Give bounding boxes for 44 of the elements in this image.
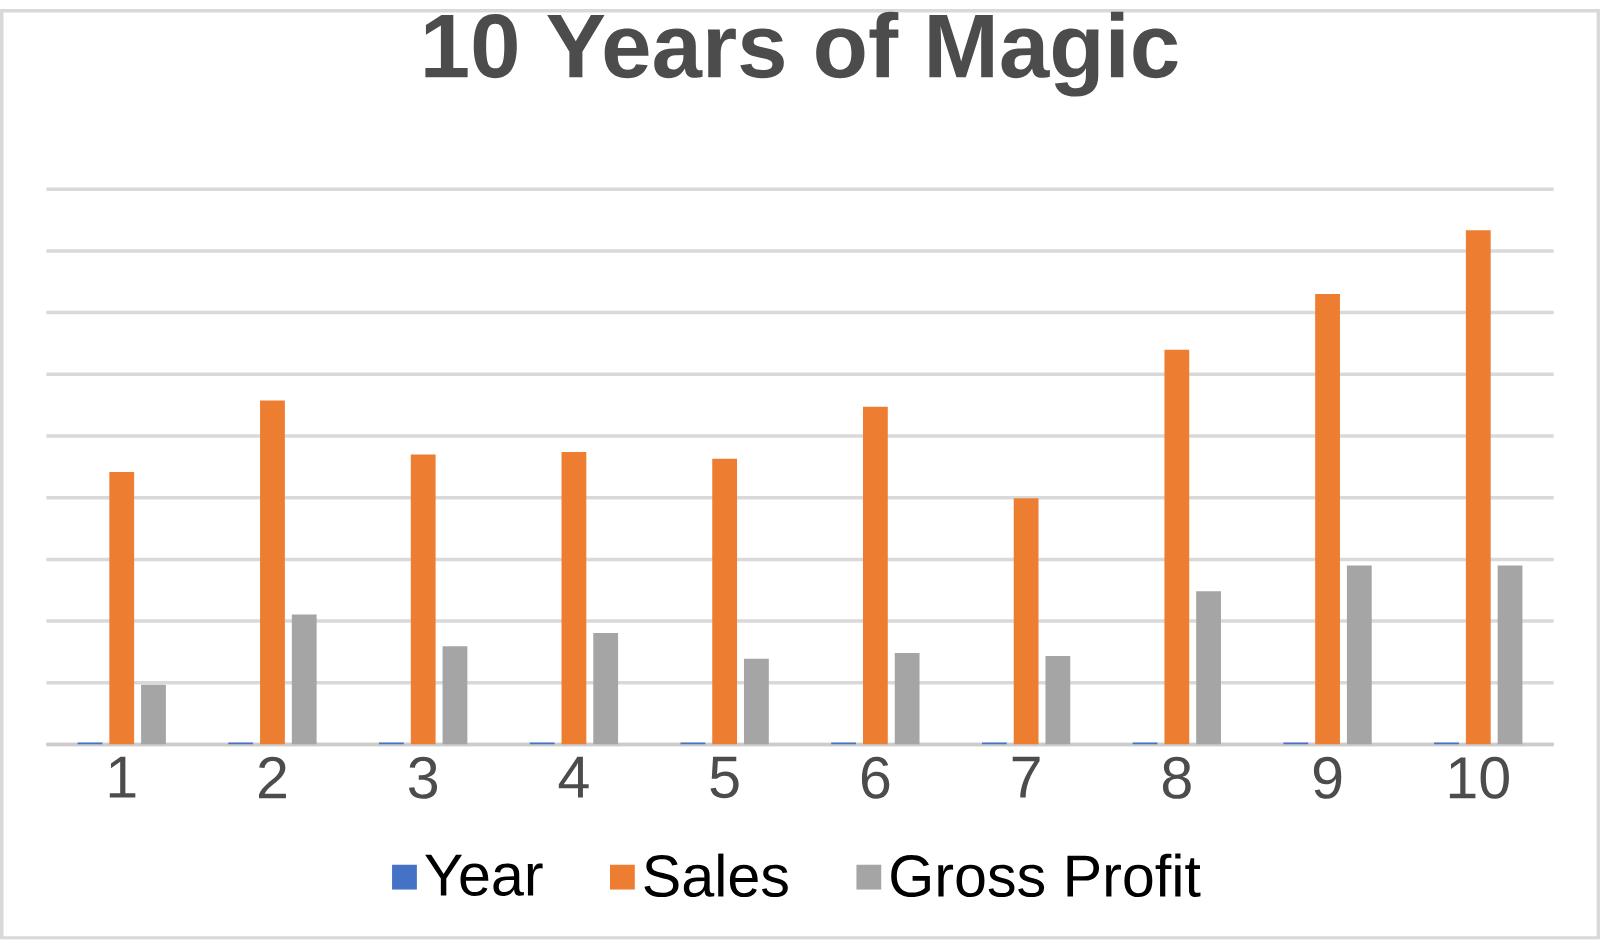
bar [1013,498,1039,745]
bar [260,400,285,745]
bar [529,742,555,745]
x-tick-label: 3 [408,757,438,799]
bar [379,742,404,745]
x-tick-label: 4 [558,757,589,798]
bar [141,685,166,745]
bar [442,646,468,745]
bar [1045,656,1071,745]
legend-label: Gross Profit [891,853,1201,898]
chart-title: 10 Years of Magic [425,11,1178,97]
x-tick-label: 5 [710,757,739,799]
bar [593,633,619,745]
bar [680,742,706,745]
bar [1465,230,1491,745]
bar [862,406,888,745]
x-tick-label: 10 [1449,757,1509,799]
legend-label: Sales [644,853,788,898]
x-tick-label: 8 [1162,757,1191,799]
bar [1164,349,1190,745]
x-tick-label: 1 [109,757,136,798]
bar [77,742,103,745]
bar [410,454,436,745]
bar [831,742,857,745]
bar [1434,742,1459,745]
bar [744,658,769,745]
bar [1315,294,1340,745]
bar [228,742,254,745]
bar [712,458,738,745]
bar [894,653,920,745]
x-tick-label: 2 [259,757,286,799]
bar [109,472,135,745]
bar [291,614,317,745]
bar [1283,742,1309,745]
bar [1132,742,1158,745]
x-tick-label: 9 [1313,757,1342,799]
x-tick-label: 6 [861,757,890,799]
legend-label: Year [425,854,543,897]
bar [981,742,1007,745]
x-tick-label: 7 [1012,757,1040,798]
bar [1196,591,1221,745]
bar [1497,565,1523,745]
bar [561,452,587,745]
bar [1346,565,1372,745]
